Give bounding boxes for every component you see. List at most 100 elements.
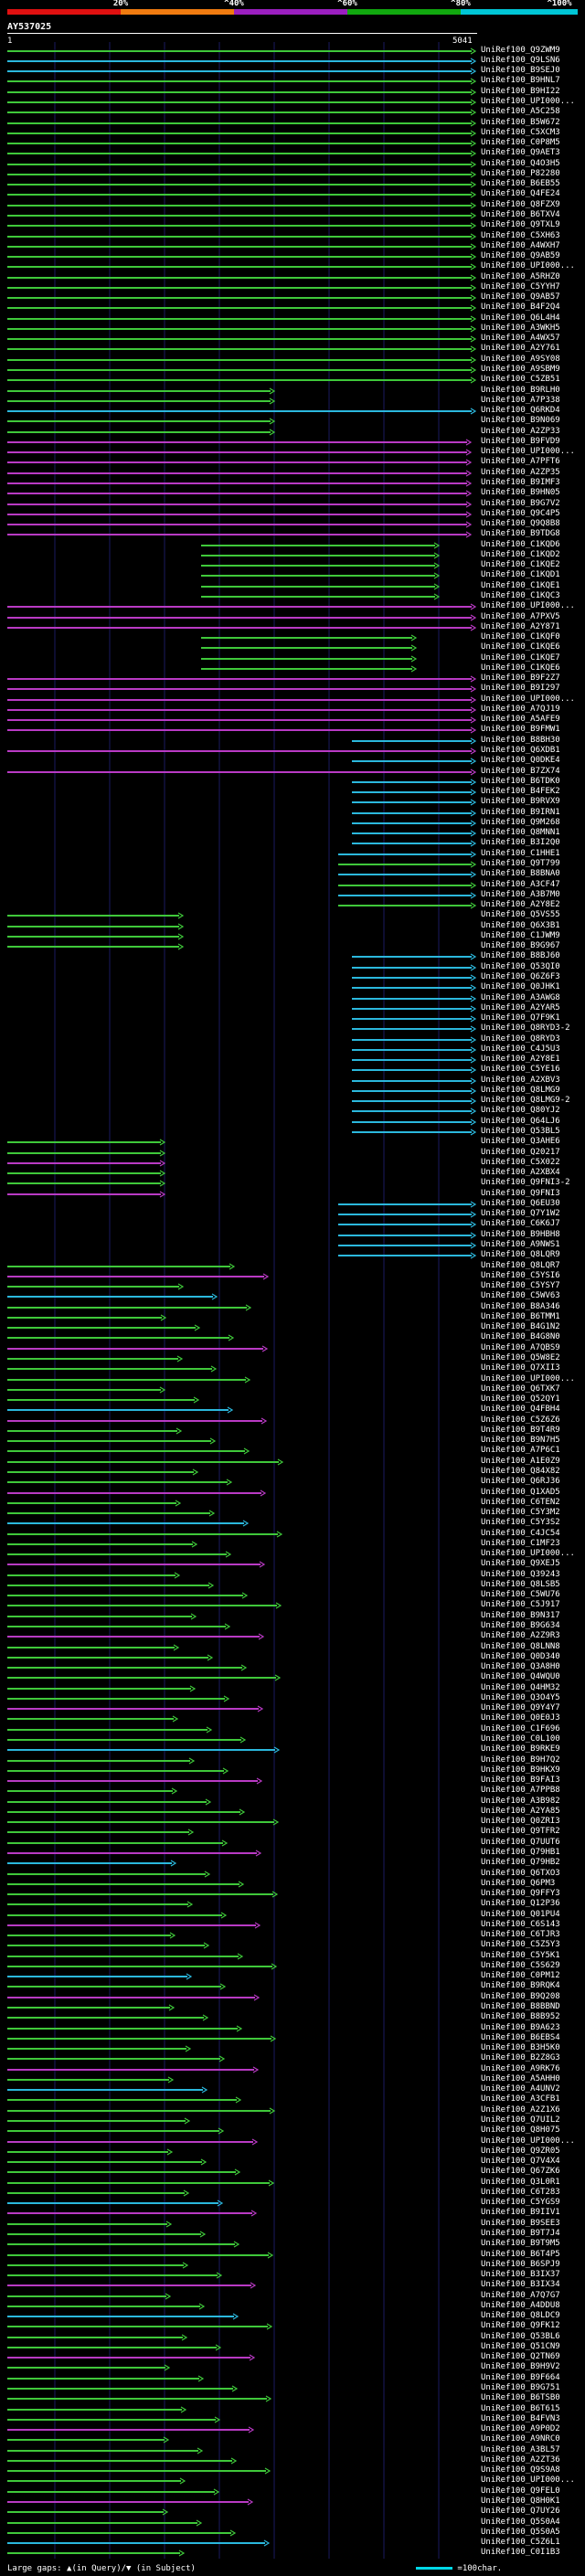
hit-link[interactable]: UniRef100_Q4WQU0: [481, 1672, 560, 1681]
hit-link[interactable]: UniRef100_Q39243: [481, 1570, 560, 1579]
hit-link[interactable]: UniRef100_B9F664: [481, 2373, 560, 2382]
hit-link[interactable]: UniRef100_A9NWS1: [481, 1240, 560, 1249]
hit-link[interactable]: UniRef100_B9Q208: [481, 1992, 560, 2001]
hit-link[interactable]: UniRef100_Q9TXL9: [481, 220, 560, 229]
hit-link[interactable]: UniRef100_Q51CN9: [481, 2342, 560, 2351]
hit-link[interactable]: UniRef100_Q9T799: [481, 859, 560, 868]
hit-link[interactable]: UniRef100_Q0D340: [481, 1652, 560, 1661]
hit-link[interactable]: UniRef100_B6TSB0: [481, 2393, 560, 2402]
hit-link[interactable]: UniRef100_Q6XDB1: [481, 746, 560, 755]
hit-link[interactable]: UniRef100_B9HI22: [481, 87, 560, 96]
hit-link[interactable]: UniRef100_B4FVN3: [481, 2414, 560, 2423]
hit-link[interactable]: UniRef100_B7ZX74: [481, 767, 560, 776]
hit-link[interactable]: UniRef100_C5YE16: [481, 1065, 560, 1074]
hit-link[interactable]: UniRef100_B9SEJ0: [481, 66, 560, 75]
hit-link[interactable]: UniRef100_Q8H075: [481, 2125, 560, 2135]
hit-link[interactable]: UniRef100_Q9AB57: [481, 292, 560, 302]
hit-link[interactable]: UniRef100_B8B952: [481, 2012, 560, 2021]
hit-link[interactable]: UniRef100_A2Z1X6: [481, 2105, 560, 2115]
hit-link[interactable]: UniRef100_Q3L0R1: [481, 2178, 560, 2187]
hit-link[interactable]: UniRef100_Q9AB59: [481, 251, 560, 260]
hit-link[interactable]: UniRef100_B9N317: [481, 1611, 560, 1620]
hit-link[interactable]: UniRef100_Q9Q8B8: [481, 519, 560, 528]
hit-link[interactable]: UniRef100_C6K6J7: [481, 1219, 560, 1228]
hit-link[interactable]: UniRef100_B9RKE9: [481, 1744, 560, 1754]
hit-link[interactable]: UniRef100_B9F2Z7: [481, 673, 560, 683]
hit-link[interactable]: UniRef100_B9IIV1: [481, 2208, 560, 2217]
hit-link[interactable]: UniRef100_Q67ZK6: [481, 2167, 560, 2176]
hit-link[interactable]: UniRef100_Q4FBH4: [481, 1405, 560, 1414]
hit-link[interactable]: UniRef100_Q7XII3: [481, 1363, 560, 1373]
hit-link[interactable]: UniRef100_Q8FZX9: [481, 200, 560, 209]
hit-link[interactable]: UniRef100_A2ZP35: [481, 468, 560, 477]
hit-link[interactable]: UniRef100_Q8LQR7: [481, 1261, 560, 1270]
hit-link[interactable]: UniRef100_B9TDG8: [481, 529, 560, 538]
hit-link[interactable]: UniRef100_A2Y8E1: [481, 1055, 560, 1064]
hit-link[interactable]: UniRef100_A4WX57: [481, 334, 560, 343]
hit-link[interactable]: UniRef100_Q6RJ36: [481, 1477, 560, 1486]
hit-link[interactable]: UniRef100_Q7UY26: [481, 2507, 560, 2516]
hit-link[interactable]: UniRef100_Q64LJ6: [481, 1117, 560, 1126]
hit-link[interactable]: UniRef100_A9RK76: [481, 2064, 560, 2073]
hit-link[interactable]: UniRef100_C5YGS9: [481, 2198, 560, 2207]
hit-link[interactable]: UniRef100_A4DDU8: [481, 2301, 560, 2310]
hit-link[interactable]: UniRef100_B9A623: [481, 2023, 560, 2032]
hit-link[interactable]: UniRef100_A2Y761: [481, 344, 560, 353]
hit-link[interactable]: UniRef100_A3B7M0: [481, 890, 560, 899]
hit-link[interactable]: UniRef100_C5Y5K1: [481, 1951, 560, 1960]
hit-link[interactable]: UniRef100_Q6L4H4: [481, 313, 560, 323]
hit-link[interactable]: UniRef100_A2Y8E2: [481, 900, 560, 909]
hit-link[interactable]: UniRef100_Q5VS55: [481, 910, 560, 919]
hit-link[interactable]: UniRef100_UPI000...: [481, 261, 575, 270]
hit-link[interactable]: UniRef100_A9NRC0: [481, 2434, 560, 2443]
hit-link[interactable]: UniRef100_B9N7H5: [481, 1436, 560, 1445]
hit-link[interactable]: UniRef100_Q8H0K1: [481, 2496, 560, 2506]
hit-link[interactable]: UniRef100_B3H5K0: [481, 2043, 560, 2052]
hit-link[interactable]: UniRef100_B9I297: [481, 684, 560, 693]
hit-link[interactable]: UniRef100_A5AHH0: [481, 2074, 560, 2083]
hit-link[interactable]: UniRef100_B9HN05: [481, 488, 560, 497]
hit-link[interactable]: UniRef100_B3IX34: [481, 2280, 560, 2289]
hit-link[interactable]: UniRef100_C6TEN2: [481, 1498, 560, 1507]
hit-link[interactable]: UniRef100_A9SY08: [481, 355, 560, 364]
hit-link[interactable]: UniRef100_Q4HM32: [481, 1683, 560, 1692]
hit-link[interactable]: UniRef100_B9H7Q2: [481, 1755, 560, 1765]
hit-link[interactable]: UniRef100_B9T7J4: [481, 2229, 560, 2238]
hit-link[interactable]: UniRef100_C1KQE7: [481, 653, 560, 663]
hit-link[interactable]: UniRef100_Q9ZWM9: [481, 46, 560, 55]
hit-link[interactable]: UniRef100_B9RQK4: [481, 1981, 560, 1990]
hit-link[interactable]: UniRef100_B6TDK0: [481, 777, 560, 786]
hit-link[interactable]: UniRef100_A3WKH5: [481, 323, 560, 333]
hit-link[interactable]: UniRef100_C1KQE2: [481, 560, 560, 569]
hit-link[interactable]: UniRef100_Q5S0A5: [481, 2528, 560, 2537]
hit-link[interactable]: UniRef100_B9G751: [481, 2383, 560, 2392]
hit-link[interactable]: UniRef100_B9T9M5: [481, 2239, 560, 2248]
hit-link[interactable]: UniRef100_Q8LSB5: [481, 1580, 560, 1589]
hit-link[interactable]: UniRef100_B8A346: [481, 1302, 560, 1311]
hit-link[interactable]: UniRef100_A3B982: [481, 1797, 560, 1806]
hit-link[interactable]: UniRef100_C1KQE1: [481, 581, 560, 590]
hit-link[interactable]: UniRef100_B9IMF3: [481, 478, 560, 487]
hit-link[interactable]: UniRef100_A7PPB8: [481, 1786, 560, 1795]
hit-link[interactable]: UniRef100_Q79HB1: [481, 1848, 560, 1857]
hit-link[interactable]: UniRef100_Q53BL6: [481, 2332, 560, 2341]
hit-link[interactable]: UniRef100_Q9TFR2: [481, 1827, 560, 1836]
hit-link[interactable]: UniRef100_B6T615: [481, 2404, 560, 2413]
hit-link[interactable]: UniRef100_A2Z9R3: [481, 1631, 560, 1640]
hit-link[interactable]: UniRef100_Q5S0A4: [481, 2518, 560, 2527]
hit-link[interactable]: UniRef100_A1E0Z9: [481, 1457, 560, 1466]
hit-link[interactable]: UniRef100_A2ZP33: [481, 427, 560, 436]
hit-link[interactable]: UniRef100_B9N069: [481, 416, 560, 425]
hit-link[interactable]: UniRef100_Q1XAD5: [481, 1488, 560, 1497]
hit-link[interactable]: UniRef100_Q7UIL2: [481, 2115, 560, 2125]
hit-link[interactable]: UniRef100_B9G634: [481, 1621, 560, 1630]
hit-link[interactable]: UniRef100_Q6EU30: [481, 1199, 560, 1208]
hit-link[interactable]: UniRef100_A7Q7G7: [481, 2291, 560, 2300]
hit-link[interactable]: UniRef100_C1KQC3: [481, 591, 560, 600]
hit-link[interactable]: UniRef100_B9FAI3: [481, 1776, 560, 1785]
hit-link[interactable]: UniRef100_C5ZB51: [481, 375, 560, 384]
hit-link[interactable]: UniRef100_A3AWG8: [481, 993, 560, 1002]
hit-link[interactable]: UniRef100_Q9C4P5: [481, 509, 560, 518]
hit-link[interactable]: UniRef100_Q9XEJ5: [481, 1559, 560, 1568]
hit-link[interactable]: UniRef100_C1HHE1: [481, 849, 560, 858]
